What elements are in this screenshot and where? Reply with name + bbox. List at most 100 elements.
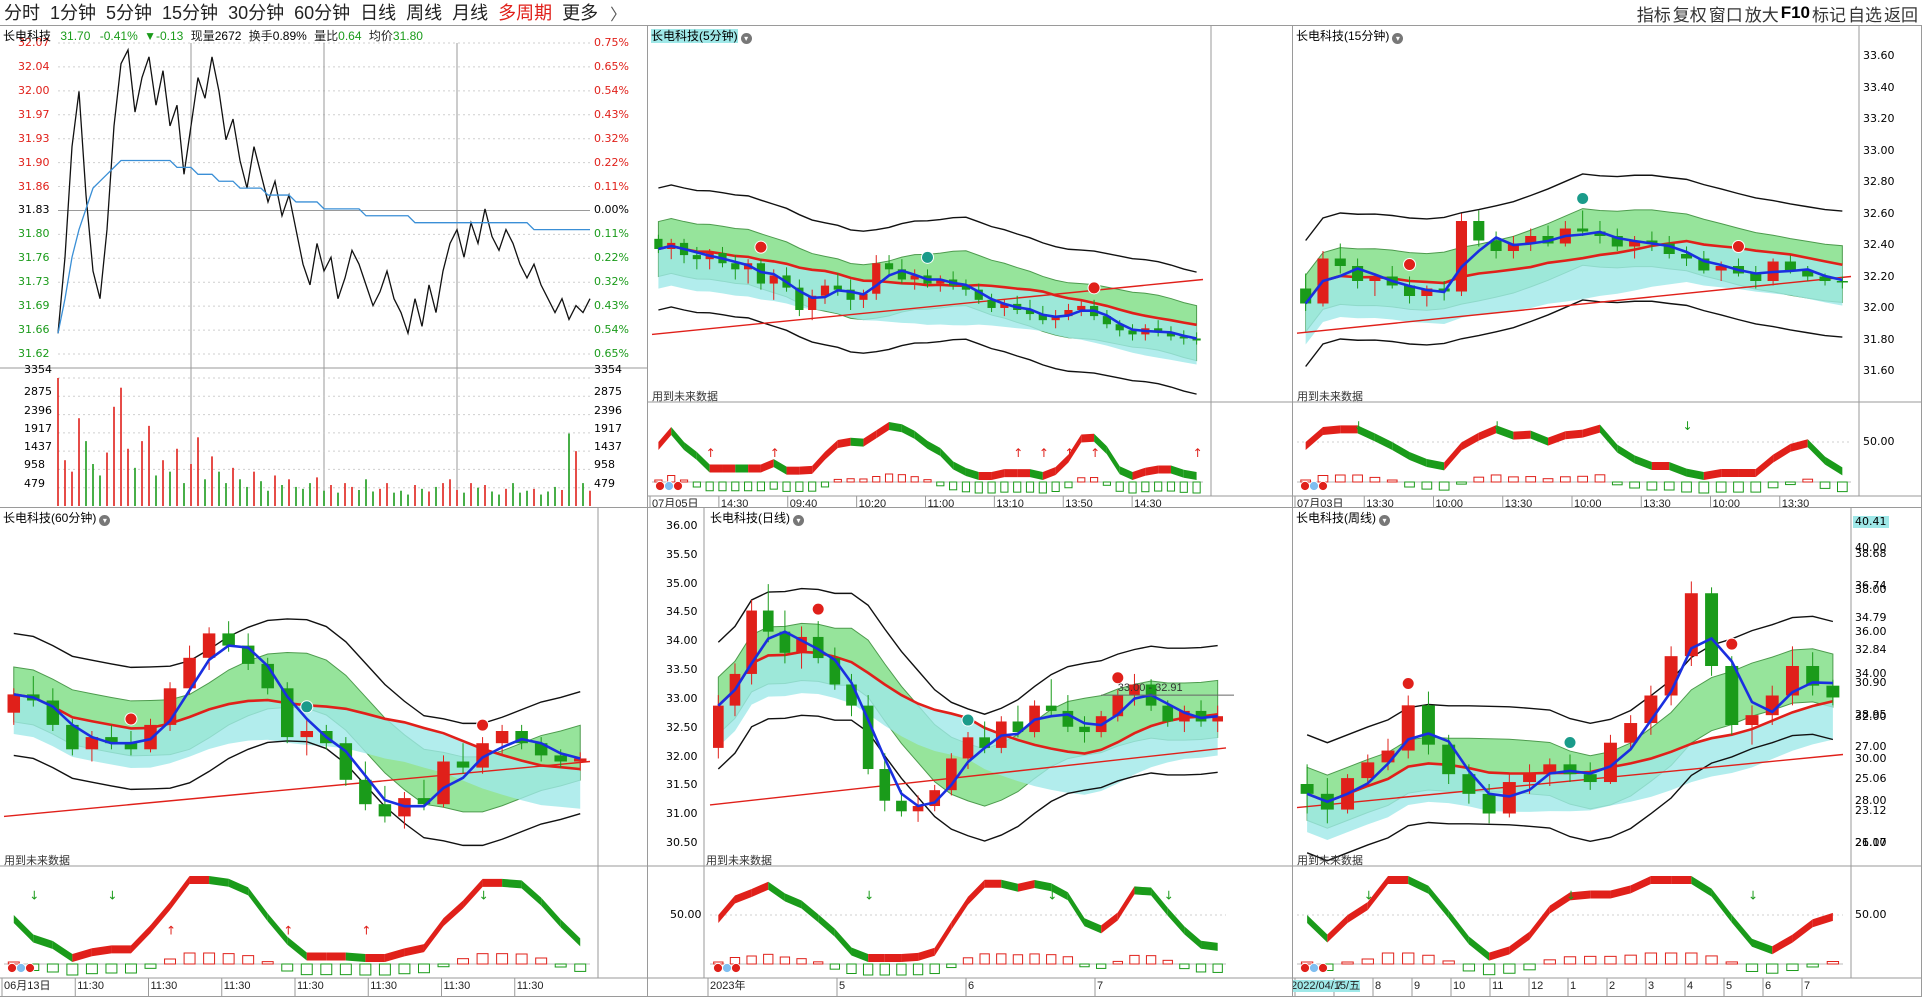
candle-body bbox=[712, 705, 724, 748]
tool-button-7[interactable]: 返回 bbox=[1884, 5, 1918, 25]
weekly-chart-panel[interactable]: 长电科技(周线) ▾ ↓ ↓ ↓ 40.00 38.00 36.00 34.00 32.00 3… bbox=[1293, 508, 1922, 997]
indicator-bar bbox=[222, 953, 235, 965]
price-axis-label: 36.00 bbox=[1855, 625, 1887, 639]
chevron-right-icon[interactable]: 〉 bbox=[610, 7, 627, 24]
candle-body bbox=[731, 263, 740, 270]
indicator-bar bbox=[261, 961, 274, 965]
candle-body bbox=[1583, 774, 1597, 783]
oscillator-ribbon-segment bbox=[1582, 424, 1600, 438]
time-axis-label: 11 bbox=[1492, 980, 1504, 992]
period-tab-3[interactable]: 15分钟 bbox=[162, 3, 219, 23]
tool-button-1[interactable]: 复权 bbox=[1672, 5, 1707, 25]
oscillator-ribbon-segment bbox=[1752, 938, 1773, 955]
period-tab-0[interactable]: 分时 bbox=[4, 3, 40, 23]
price-axis-label: 26.00 bbox=[1855, 836, 1887, 849]
oscillator-ribbon-segment bbox=[1570, 890, 1591, 901]
indicator-bar bbox=[1503, 963, 1516, 974]
period-tab-9[interactable]: 多周期 bbox=[498, 3, 553, 23]
oscillator-ribbon-segment bbox=[1158, 465, 1171, 474]
baseline-marker-icon bbox=[722, 963, 732, 973]
oscillator-ribbon-segment bbox=[365, 954, 385, 962]
indicator-bar bbox=[1698, 481, 1710, 494]
right-price-axis-label: 40.41 bbox=[1853, 515, 1889, 528]
candle-body bbox=[1502, 782, 1516, 814]
envelope-lower-line bbox=[717, 714, 1218, 842]
oscillator-ribbon-segment bbox=[978, 472, 992, 480]
signal-marker-icon bbox=[1403, 258, 1417, 271]
indicator-bar bbox=[923, 479, 932, 483]
gear-icon[interactable]: ▾ bbox=[1379, 515, 1390, 526]
tool-button-5[interactable]: 标记 bbox=[1812, 5, 1846, 25]
gear-icon[interactable]: ▾ bbox=[740, 33, 752, 44]
oscillator-ribbon-segment bbox=[1068, 434, 1082, 463]
period-tab-8[interactable]: 月线 bbox=[452, 3, 489, 23]
tool-button-2[interactable]: 窗口 bbox=[1708, 5, 1743, 25]
oscillator-ribbon-segment bbox=[1408, 876, 1429, 894]
period-tab-1[interactable]: 1分钟 bbox=[50, 3, 97, 23]
candle-body bbox=[1624, 723, 1638, 743]
down-arrow-icon: ↓ bbox=[1364, 888, 1374, 902]
candle-body bbox=[554, 755, 567, 762]
candle-body bbox=[1000, 303, 1009, 308]
period-tab-5[interactable]: 60分钟 bbox=[294, 3, 351, 23]
signal-marker-icon bbox=[124, 712, 138, 726]
candle-body bbox=[1403, 285, 1416, 296]
candle-body bbox=[912, 806, 924, 812]
indicator-bar bbox=[1317, 475, 1329, 483]
sixty-minute-title: 长电科技(60分钟) ▾ bbox=[3, 511, 111, 526]
period-tab-10[interactable]: 更多 bbox=[562, 3, 599, 23]
indicator-bar bbox=[378, 963, 391, 976]
price-axis-label: 31.90 bbox=[18, 155, 50, 169]
indicator-level-label: 50.00 bbox=[1863, 435, 1895, 448]
gear-icon[interactable]: ▾ bbox=[793, 515, 804, 526]
daily-chart-panel[interactable]: 长电科技(日线) ▾ ↓ ↓ ↓ 36.00 35.50 35.00 34.50 34.00 3… bbox=[648, 508, 1293, 997]
oscillator-ribbon-segment bbox=[1001, 879, 1018, 892]
indicator-bar bbox=[476, 953, 489, 965]
period-tab-2[interactable]: 5分钟 bbox=[106, 3, 153, 23]
indicator-bar bbox=[962, 957, 974, 965]
sixty-minute-chart-panel[interactable]: 长电科技(60分钟) ▾ ↑ ↑ ↑ ↓ ↓ ↓ 用到未来数据 06月13日 11:30 11:3… bbox=[0, 508, 648, 997]
oscillator-ribbon-segment bbox=[991, 469, 1005, 480]
candle-body bbox=[936, 279, 945, 284]
tool-button-6[interactable]: 自选 bbox=[1848, 5, 1882, 25]
candle-body bbox=[1012, 721, 1024, 733]
oscillator-ribbon-segment bbox=[735, 464, 749, 473]
oscillator-ribbon-segment bbox=[696, 452, 710, 473]
fifteen-minute-plot: ↓ ↓ ↓ bbox=[1293, 26, 1921, 507]
candle-body bbox=[829, 658, 841, 685]
tool-button-3[interactable]: 放大 bbox=[1744, 5, 1779, 25]
tool-button-0[interactable]: 指标 bbox=[1636, 5, 1671, 25]
indicator-bar bbox=[1733, 481, 1744, 493]
indicator-bar bbox=[1128, 481, 1137, 494]
indicator-bar bbox=[1836, 481, 1848, 493]
gear-icon[interactable]: ▾ bbox=[1392, 33, 1404, 44]
candle-body bbox=[1154, 328, 1163, 333]
volume-axis-label-right: 3354 bbox=[594, 363, 622, 376]
down-arrow-icon: ↓ bbox=[479, 888, 489, 902]
fifteen-minute-chart-panel[interactable]: 长电科技(15分钟) ▾ ↓ ↓ ↓ 33.60 33.40 33.20 33.00 32.8… bbox=[1293, 26, 1922, 508]
blue-moving-average bbox=[658, 244, 1197, 340]
oscillator-ribbon-segment bbox=[768, 881, 785, 902]
candle-body bbox=[1212, 716, 1224, 722]
period-tab-7[interactable]: 周线 bbox=[406, 3, 443, 23]
indicator-bar bbox=[1077, 477, 1086, 483]
turnover-label: 换手 bbox=[248, 29, 273, 43]
price-axis-label: 32.80 bbox=[1863, 175, 1895, 188]
oscillator-ribbon-segment bbox=[722, 464, 736, 473]
oscillator-ribbon-segment bbox=[1792, 919, 1813, 943]
down-arrow-icon: ↓ bbox=[1047, 888, 1057, 902]
oscillator-ribbon-segment bbox=[306, 952, 327, 961]
oscillator-ribbon-segment bbox=[984, 879, 1002, 888]
oscillator-ribbon-segment bbox=[345, 952, 366, 962]
intraday-chart-panel[interactable]: 长电科技 31.70 -0.41% ▼-0.13 现量2672 换手0.89% … bbox=[0, 26, 648, 508]
period-tab-4[interactable]: 30分钟 bbox=[228, 3, 285, 23]
gear-icon[interactable]: ▾ bbox=[99, 515, 111, 526]
period-tab-6[interactable]: 日线 bbox=[360, 3, 397, 23]
indicator-bar bbox=[1402, 952, 1415, 965]
envelope-upper-line bbox=[1305, 173, 1843, 241]
five-minute-chart-panel[interactable]: 长电科技(5分钟) ▾ ↑ ↑ ↑ ↑ ↑ ↑ ↑ 用到未来数据 07月05日 14:30 09:4… bbox=[648, 26, 1293, 508]
oscillator-ribbon-segment bbox=[1117, 886, 1135, 921]
tool-button-4[interactable]: F10 bbox=[1780, 3, 1810, 22]
candle-body bbox=[1646, 240, 1658, 244]
volume-axis-label-right: 958 bbox=[594, 458, 615, 472]
